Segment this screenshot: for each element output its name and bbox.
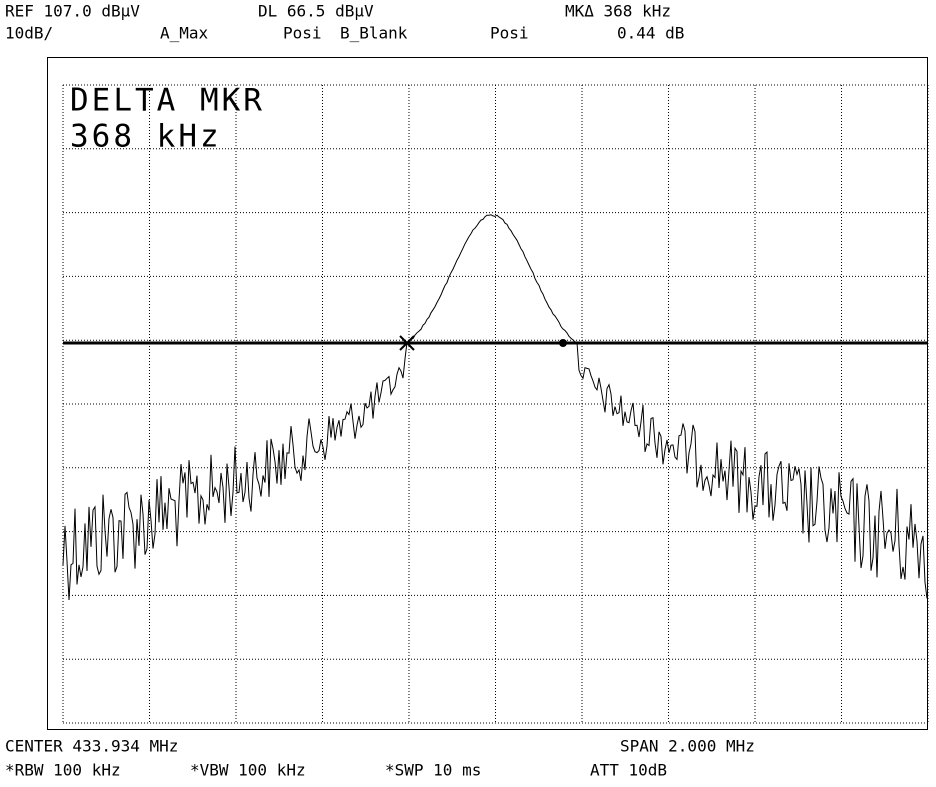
status-label: *RBW 100 kHz (5, 761, 121, 780)
status-text: REF 107.0 dBµV DL 66.5 dBµV MKΔ 368 kHz 10d… (5, 2, 755, 780)
graticule (62, 84, 929, 724)
status-label: 0.44 dB (617, 24, 684, 43)
status-label: A_Max (160, 24, 209, 43)
display-frame (47, 57, 928, 730)
marker-readout: 368 kHz (70, 119, 222, 155)
status-label: Posi (283, 24, 322, 43)
marker-delta (559, 339, 567, 347)
status-label: SPAN 2.000 MHz (620, 737, 755, 756)
status-label: DL 66.5 dBµV (258, 2, 374, 21)
marker-readout: DELTA MKR (70, 83, 265, 119)
status-label: B_Blank (340, 24, 408, 43)
status-label: *VBW 100 kHz (190, 761, 306, 780)
status-label: *SWP 10 ms (385, 761, 481, 780)
status-label: ATT 10dB (590, 761, 667, 780)
status-label: CENTER 433.934 MHz (5, 737, 178, 756)
status-label: MKΔ 368 kHz (565, 2, 671, 21)
marker-reference (399, 335, 415, 351)
status-label: 10dB/ (5, 24, 53, 43)
trace (62, 214, 928, 601)
status-label: Posi (490, 24, 529, 43)
status-label: REF 107.0 dBµV (5, 2, 140, 21)
